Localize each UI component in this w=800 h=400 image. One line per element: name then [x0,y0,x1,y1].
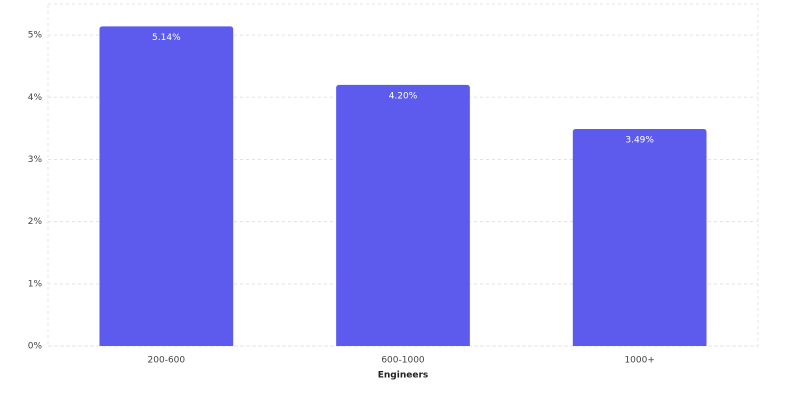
x-axis-label: Engineers [378,371,429,381]
x-tick-label: 1000+ [624,356,654,366]
y-tick-label: 5% [28,31,43,41]
y-tick-label: 4% [28,93,43,103]
y-tick-label: 3% [28,155,43,165]
y-tick-label: 1% [28,279,43,289]
x-tick-label: 200-600 [148,356,186,366]
bar [336,84,470,346]
value-label: 3.49% [625,135,654,145]
y-tick-label: 2% [28,217,43,227]
bar [99,26,234,346]
value-label: 5.14% [152,33,181,43]
y-tick-label: 0% [28,342,43,352]
bar [572,128,707,346]
value-label: 4.20% [389,91,418,101]
x-tick-label: 600-1000 [381,356,425,366]
